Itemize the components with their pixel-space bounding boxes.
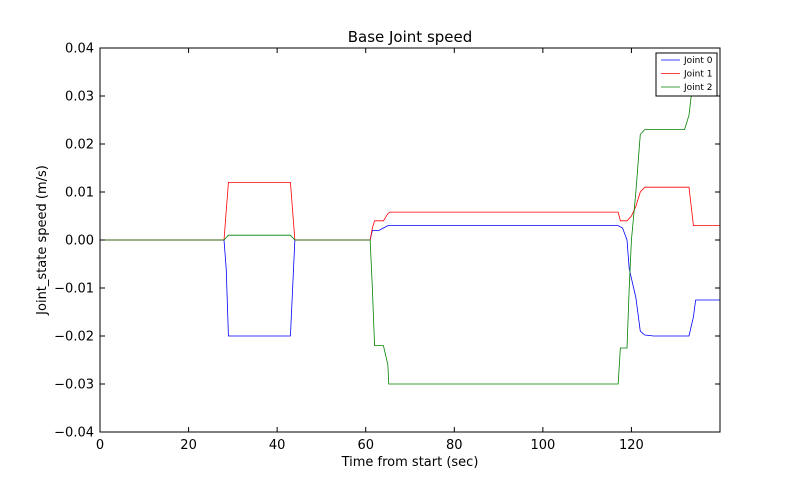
y-tick-label: −0.01	[54, 282, 94, 297]
legend-label-joint-0: Joint 0	[683, 56, 713, 66]
series-line-joint-2	[100, 95, 720, 385]
y-tick-label: 0.04	[65, 42, 94, 57]
legend: Joint 0 Joint 1 Joint 2	[655, 52, 718, 97]
y-tick-label: 0.03	[65, 90, 94, 105]
y-tick-label: −0.04	[54, 426, 94, 441]
x-tick-label: 100	[530, 438, 555, 453]
series-line-joint-0	[100, 225, 720, 337]
axis-ticks: 0 20 40 60 80 100 120 0.04 0.03 0.02 0.01 0.00 −0.01…	[54, 42, 720, 453]
x-axis-label: Time from start (sec)	[341, 455, 479, 470]
x-tick-label: 20	[180, 438, 197, 453]
x-tick-label: 60	[357, 438, 374, 453]
y-tick-label: 0.01	[65, 186, 94, 201]
chart-title: Base Joint speed	[348, 28, 473, 46]
x-tick-label: 40	[269, 438, 286, 453]
legend-label-joint-2: Joint 2	[683, 83, 712, 93]
y-tick-label: 0.00	[65, 234, 94, 249]
x-tick-label: 0	[96, 438, 104, 453]
legend-label-joint-1: Joint 1	[683, 70, 712, 80]
x-tick-label: 80	[446, 438, 463, 453]
y-tick-label: −0.02	[54, 330, 94, 345]
y-axis-label: Joint_state speed (m/s)	[35, 165, 50, 316]
y-tick-label: −0.03	[54, 378, 94, 393]
series-line-joint-1	[100, 182, 720, 241]
x-tick-label: 120	[619, 438, 644, 453]
y-tick-label: 0.02	[65, 138, 94, 153]
